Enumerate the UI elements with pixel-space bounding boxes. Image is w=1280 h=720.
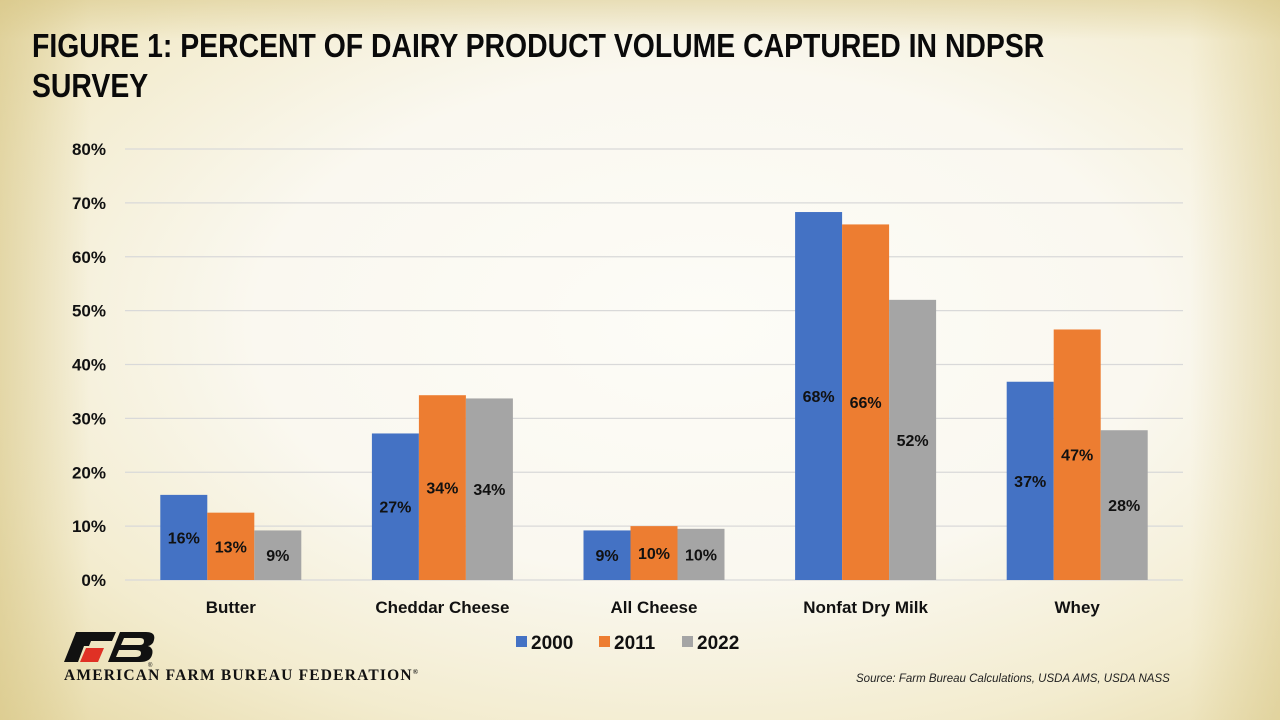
y-axis-ticks: 0% 10% 20% 30% 40% 50% 60% 70% 80% [72,140,106,590]
background-vignette-left [0,0,90,720]
source-note: Source: Farm Bureau Calculations, USDA A… [856,673,1170,685]
data-label: 13% [215,539,247,556]
legend-swatch-2000 [516,636,527,647]
data-label: 9% [595,548,618,565]
legend: 2000 2011 2022 [516,633,739,654]
data-label: 68% [803,389,835,406]
bar-2000 [371,433,419,580]
data-label: 34% [426,481,458,498]
y-tick-label: 10% [72,517,106,536]
data-label: 66% [850,395,882,412]
legend-swatch-2022 [682,636,693,647]
bar-2011 [1053,329,1101,580]
data-label: 34% [473,482,505,499]
bar-2000 [795,212,843,580]
bar-2000 [1006,381,1054,580]
legend-label: 2000 [531,633,573,654]
bar-2022 [889,299,937,580]
background-vignette-top [0,0,1280,40]
data-label: 47% [1061,448,1093,465]
bar-2011 [842,224,890,581]
data-label: 28% [1108,498,1140,515]
bars [160,212,1148,581]
data-label: 10% [685,547,717,564]
bar-2011 [418,395,466,580]
bar-2011 [207,512,255,580]
data-label: 16% [168,530,200,547]
y-tick-label: 80% [72,140,106,159]
x-category-label: All Cheese [611,598,698,617]
x-axis-categories: Butter Cheddar Cheese All Cheese Nonfat Dry… [206,598,1101,617]
data-label: 9% [266,548,289,565]
legend-label: 2022 [697,633,739,654]
legend-swatch-2011 [599,636,610,647]
y-tick-label: 20% [72,463,106,482]
legend-label: 2011 [614,633,656,654]
y-tick-label: 50% [72,302,106,321]
data-label: 27% [379,500,411,517]
svg-text:®: ® [148,662,153,668]
chart-title: FIGURE 1: PERCENT OF DAIRY PRODUCT VOLUM… [32,27,1045,104]
organization-name: AMERICAN FARM BUREAU FEDERATION® [64,667,419,685]
bar-2022 [254,530,302,580]
x-category-label: Nonfat Dry Milk [803,598,928,617]
y-tick-label: 70% [72,194,106,213]
bar-2022 [465,398,513,580]
y-tick-label: 60% [72,248,106,267]
data-label: 37% [1014,474,1046,491]
y-tick-label: 40% [72,356,106,375]
bar-2022 [677,528,725,580]
registered-mark: ® [412,667,420,676]
y-tick-label: 0% [81,571,106,590]
x-category-label: Butter [206,598,256,617]
y-tick-label: 30% [72,409,106,428]
organization-label: AMERICAN FARM BUREAU FEDERATION [64,667,413,684]
x-category-label: Whey [1055,598,1101,617]
data-label: 10% [638,546,670,563]
background-vignette-right [1190,0,1280,720]
bar-2011 [630,526,678,580]
x-category-label: Cheddar Cheese [375,598,509,617]
data-labels: 16% 13% 9% 27% 34% 34% 9% 10% 10% 68% 66% 52% 37% 47%… [168,389,1140,565]
bar-2000 [583,530,631,580]
bar-2000 [160,494,208,580]
data-label: 52% [897,433,929,450]
bar-2022 [1100,430,1148,580]
